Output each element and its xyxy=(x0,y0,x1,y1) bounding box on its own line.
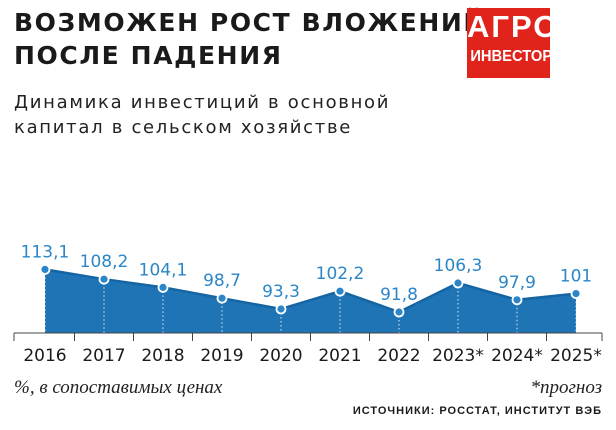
x-tick-label: 2025* xyxy=(550,346,602,366)
logo-line-2: ИНВЕСТОР xyxy=(470,48,553,65)
data-point xyxy=(511,294,523,306)
investment-area-chart: 2016 2017 2018 2019 2020 2021 2022 2023* 2024* 20… xyxy=(13,242,603,366)
data-label: 113,1 xyxy=(21,242,70,262)
x-tick-label: 2021 xyxy=(318,346,361,366)
data-label: 98,7 xyxy=(203,271,241,291)
logo-line-1: АГРО xyxy=(467,9,560,44)
subtitle-line-1: Динамика инвестиций в основной xyxy=(14,92,391,113)
x-tick-label: 2019 xyxy=(200,346,243,366)
data-point xyxy=(157,281,169,293)
x-tick-label: 2024* xyxy=(491,346,543,366)
data-label: 104,1 xyxy=(139,260,188,280)
data-point xyxy=(216,292,228,304)
data-label: 106,3 xyxy=(434,256,483,276)
data-point xyxy=(452,277,464,289)
source-note: ИСТОЧНИКИ: РОССТАТ, ИНСТИТУТ ВЭБ xyxy=(352,405,602,417)
x-tick-label: 2022 xyxy=(377,346,420,366)
series-line xyxy=(44,268,577,314)
x-tick-label: 2020 xyxy=(259,346,302,366)
x-tick-label: 2017 xyxy=(82,346,125,366)
data-label: 108,2 xyxy=(80,252,129,272)
data-point xyxy=(39,264,51,275)
data-label: 97,9 xyxy=(498,273,536,293)
data-point xyxy=(98,273,110,285)
title-line-2: ПОСЛЕ ПАДЕНИЯ xyxy=(14,41,283,70)
units-note: %, в сопоставимых ценах xyxy=(14,377,223,398)
data-label: 91,8 xyxy=(380,285,418,305)
chart-subtitle: Динамика инвестиций в основной капитал в… xyxy=(14,90,390,140)
x-tick-label: 2016 xyxy=(23,346,66,366)
subtitle-line-2: капитал в сельском хозяйстве xyxy=(14,117,353,138)
forecast-note: *прогноз xyxy=(530,377,602,398)
area-layer xyxy=(39,264,582,333)
data-label: 101 xyxy=(560,267,592,287)
title-line-1: ВОЗМОЖЕН РОСТ ВЛОЖЕНИЙ xyxy=(14,8,486,37)
x-tick-label: 2018 xyxy=(141,346,184,366)
data-label: 102,2 xyxy=(316,264,365,284)
data-label: 93,3 xyxy=(262,282,300,302)
x-axis: 2016 2017 2018 2019 2020 2021 2022 2023* 2024* 20… xyxy=(13,332,603,366)
data-point xyxy=(393,306,405,318)
chart-title: ВОЗМОЖЕН РОСТ ВЛОЖЕНИЙ ПОСЛЕ ПАДЕНИЯ xyxy=(14,6,486,72)
data-point xyxy=(570,288,582,300)
value-labels: 113,1 108,2 104,1 98,7 93,3 102,2 91,8 106,3 97,… xyxy=(21,242,593,305)
x-tick-label: 2023* xyxy=(432,346,484,366)
data-point xyxy=(275,303,287,315)
agroinvestor-logo: АГРО ИНВЕСТОР xyxy=(467,8,560,78)
data-point xyxy=(334,285,346,297)
